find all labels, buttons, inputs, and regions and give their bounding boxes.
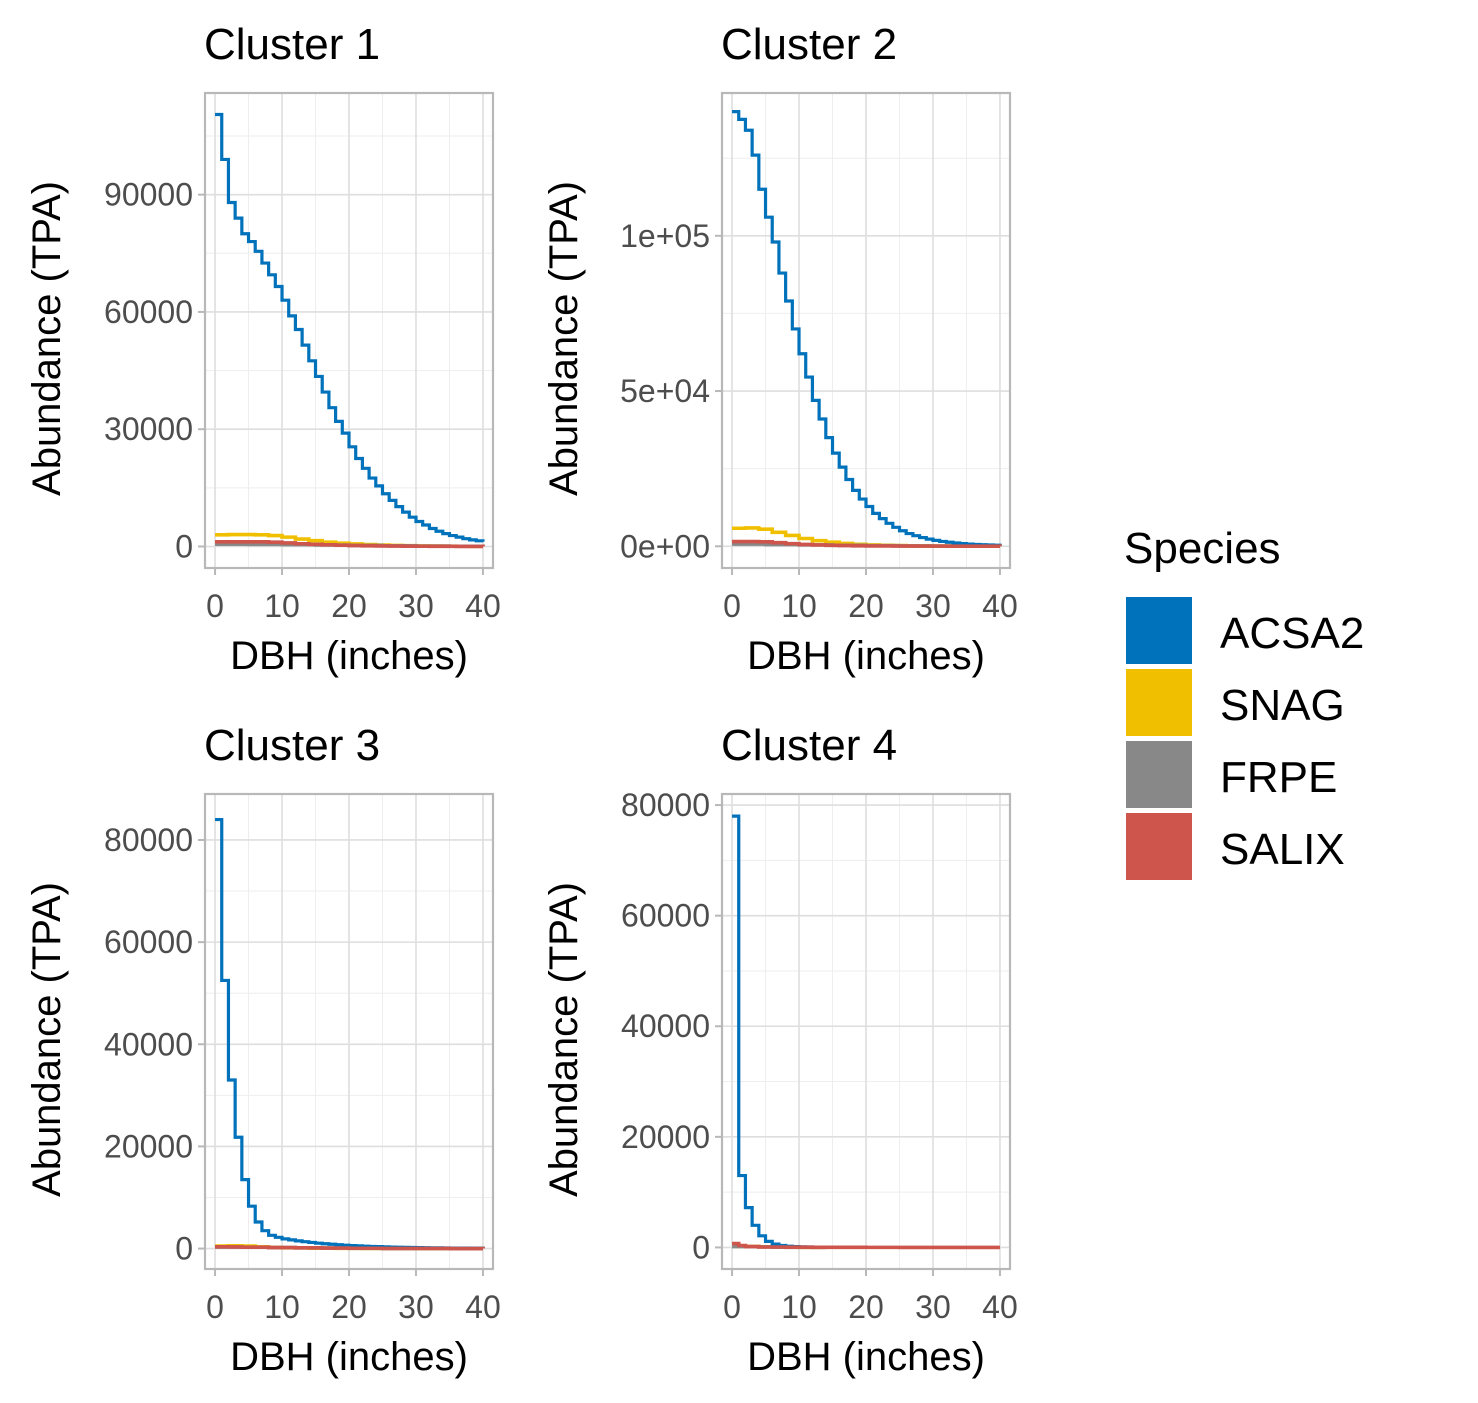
x-tick-label: 40 [465,588,501,624]
legend-item-frpe: FRPE [1126,741,1337,808]
y-tick-label: 0 [175,1231,193,1267]
series-group [215,817,485,1251]
x-axis-title: DBH (inches) [747,1335,985,1379]
legend-swatch-acsa2 [1126,597,1192,664]
series-line-salix [732,1241,1000,1250]
y-tick-label: 20000 [621,1119,710,1155]
gridlines [205,794,493,1269]
species-legend: Species ACSA2 SNAG FRPE SALIX [1124,524,1364,880]
legend-label-salix: SALIX [1220,825,1345,874]
panel-title: Cluster 2 [721,20,897,69]
y-tick-label: 1e+05 [620,218,710,254]
x-tick-label: 10 [264,588,300,624]
x-tick-label: 10 [781,1289,817,1325]
y-tick-label: 0 [175,528,193,564]
series-line-acsa2 [732,110,1002,547]
panel-cluster-1: 0 10 20 30 40 0 30000 60000 90000 Cluster 1 DBH (i… [25,20,501,678]
legend-item-acsa2: ACSA2 [1126,597,1364,664]
legend-label-frpe: FRPE [1220,753,1337,802]
gridlines [722,794,1010,1269]
series-group [215,112,485,549]
y-axis-title: Abundance (TPA) [542,882,586,1197]
series-group [732,110,1002,549]
y-tick-label: 90000 [104,177,193,213]
y-tick-label: 5e+04 [620,373,710,409]
series-line-salix [215,1244,485,1251]
y-tick-label: 80000 [621,787,710,823]
x-tick-label: 20 [331,1289,367,1325]
panel-cluster-4: 0 10 20 30 40 0 20000 40000 60000 80000 Cluster 4 D… [542,721,1018,1379]
x-tick-label: 10 [781,588,817,624]
legend-label-acsa2: ACSA2 [1220,609,1364,658]
legend-label-snag: SNAG [1220,681,1345,730]
x-tick-label: 20 [848,588,884,624]
legend-item-snag: SNAG [1126,669,1345,736]
y-axis-title: Abundance (TPA) [542,181,586,496]
panel-title: Cluster 1 [204,20,380,69]
legend-swatch-frpe [1126,741,1192,808]
y-axis-title: Abundance (TPA) [25,882,69,1197]
legend-swatch-snag [1126,669,1192,736]
series-line-salix [732,539,1002,549]
series-line-salix [215,540,485,549]
x-tick-label: 10 [264,1289,300,1325]
x-tick-label: 0 [206,1289,224,1325]
y-tick-label: 60000 [104,294,193,330]
x-axis-title: DBH (inches) [230,634,468,678]
x-tick-label: 30 [398,588,434,624]
x-tick-label: 20 [331,588,367,624]
y-tick-label: 0 [692,1229,710,1265]
y-tick-label: 60000 [621,898,710,934]
legend-item-salix: SALIX [1126,813,1345,880]
x-tick-label: 40 [982,588,1018,624]
legend-swatch-salix [1126,813,1192,880]
y-tick-label: 60000 [104,924,193,960]
x-tick-label: 30 [915,588,951,624]
y-tick-label: 40000 [104,1026,193,1062]
x-tick-label: 0 [723,588,741,624]
y-tick-label: 20000 [104,1128,193,1164]
x-tick-label: 30 [915,1289,951,1325]
gridlines [722,93,1010,568]
x-tick-label: 20 [848,1289,884,1325]
panel-cluster-3: 0 10 20 30 40 0 20000 40000 60000 80000 Cluster 3 D… [25,721,501,1379]
y-tick-label: 80000 [104,822,193,858]
x-tick-label: 0 [723,1289,741,1325]
panel-title: Cluster 3 [204,721,380,770]
gridlines [205,93,493,568]
x-tick-label: 0 [206,588,224,624]
series-group [732,814,1000,1250]
legend-title: Species [1124,524,1281,573]
x-tick-label: 40 [982,1289,1018,1325]
panel-cluster-2: 0 10 20 30 40 0e+00 5e+04 1e+05 Cluster 2 DBH (in… [542,20,1018,678]
x-tick-label: 40 [465,1289,501,1325]
y-tick-label: 0e+00 [620,528,710,564]
x-axis-title: DBH (inches) [230,1335,468,1379]
y-tick-label: 30000 [104,411,193,447]
y-axis-title: Abundance (TPA) [25,181,69,496]
series-line-acsa2 [732,814,828,1249]
x-axis-title: DBH (inches) [747,634,985,678]
x-tick-label: 30 [398,1289,434,1325]
series-line-acsa2 [215,112,485,543]
y-tick-label: 40000 [621,1008,710,1044]
panel-title: Cluster 4 [721,721,897,770]
